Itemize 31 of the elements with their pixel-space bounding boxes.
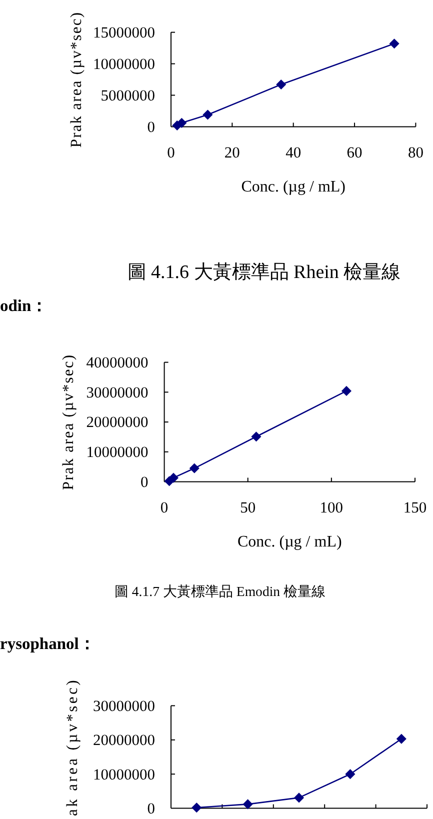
chart-title: rysophanol： xyxy=(0,634,96,653)
x-tick-label: 100 xyxy=(320,500,344,517)
y-tick-label: 40000000 xyxy=(86,354,149,372)
y-tick-label: 30000000 xyxy=(93,698,156,715)
x-tick-label: 60 xyxy=(346,144,363,162)
text: odin： xyxy=(0,296,48,315)
y-axis-title: ak area (µv*sec) xyxy=(64,678,81,816)
y-tick-label: 5000000 xyxy=(100,87,156,104)
y-tick-label: 10000000 xyxy=(86,444,149,462)
y-tick-label: 10000000 xyxy=(93,56,156,73)
y-tick-label: 0 xyxy=(147,118,156,136)
y-tick-label: 0 xyxy=(147,800,156,818)
x-tick-label: 0 xyxy=(160,500,168,517)
x-tick-label: 150 xyxy=(403,500,427,517)
y-axis-title: Prak area (µv*sec) xyxy=(68,11,85,148)
y-tick-label: 15000000 xyxy=(93,24,156,42)
x-tick-label: 20 xyxy=(224,144,240,162)
x-tick-label: 40 xyxy=(286,144,302,162)
y-tick-label: 20000000 xyxy=(93,732,156,750)
y-tick-label: 0 xyxy=(140,474,149,491)
caption: 圖 4.1.6 大黃標準品 Rhein 檢量線 xyxy=(127,262,401,283)
y-tick-label: 10000000 xyxy=(93,766,156,784)
x-tick-label: 0 xyxy=(167,144,176,162)
y-tick-label: 20000000 xyxy=(86,414,149,432)
y-tick-label: 30000000 xyxy=(86,384,149,402)
caption: 圖 4.1.7 大黃標準品 Emodin 檢量線 xyxy=(114,584,326,599)
y-axis-title: Prak area (µv*sec) xyxy=(60,354,77,490)
x-tick-label: 80 xyxy=(408,144,424,162)
x-axis-title: Conc. (µg / mL) xyxy=(237,534,342,551)
x-axis-title: Conc. (µg / mL) xyxy=(241,178,346,196)
x-tick-label: 50 xyxy=(240,500,256,517)
